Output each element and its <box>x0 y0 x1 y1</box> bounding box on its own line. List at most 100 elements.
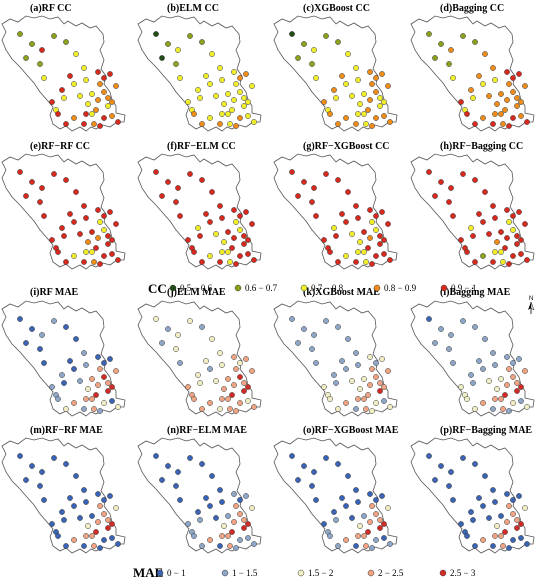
station-dot <box>93 107 99 113</box>
station-dot <box>309 199 315 205</box>
panel-title: (i)RF MAE <box>30 287 79 298</box>
station-dot <box>39 332 45 338</box>
station-dot <box>448 47 454 53</box>
station-dot <box>468 509 474 515</box>
panel-title: (e)RF−RF CC <box>30 141 90 152</box>
station-dot <box>498 396 504 402</box>
station-dot <box>217 350 223 356</box>
region-map <box>137 437 262 554</box>
station-dot <box>504 207 510 213</box>
station-dot <box>377 103 383 109</box>
station-dot <box>207 219 213 225</box>
station-dot <box>77 93 83 99</box>
station-dot <box>233 408 239 414</box>
legend-swatch <box>439 569 447 577</box>
station-dot <box>101 75 107 81</box>
station-dot <box>295 193 301 199</box>
north-arrow-label: N <box>529 296 533 302</box>
station-dot <box>522 83 528 89</box>
map-panel: (h)RF−Bagging CC <box>410 141 535 270</box>
station-dot <box>95 235 101 241</box>
station-dot <box>207 81 213 87</box>
panel-title: (p)RF−Bagging MAE <box>440 425 532 436</box>
station-dot <box>109 521 115 527</box>
map-panel: (c)XGBoost CC <box>273 3 398 132</box>
station-dot <box>243 493 249 499</box>
station-dot <box>492 396 498 402</box>
station-dot <box>321 237 327 243</box>
station-dot <box>219 249 225 255</box>
station-dot <box>502 529 508 535</box>
map-panel: (e)RF−RF CC <box>1 141 126 270</box>
station-dot <box>207 537 213 543</box>
station-dot <box>482 189 488 195</box>
mae-legend-title: MAE <box>133 565 163 580</box>
station-dot <box>95 207 101 213</box>
station-dot <box>207 503 213 509</box>
station-dot <box>227 121 233 127</box>
station-dot <box>95 97 101 103</box>
station-dot <box>115 119 121 125</box>
station-dot <box>472 39 478 45</box>
station-dot <box>365 392 371 398</box>
station-dot <box>49 237 55 243</box>
station-dot <box>494 386 500 392</box>
station-dot <box>225 533 231 539</box>
station-dot <box>518 535 524 541</box>
station-dot <box>510 75 516 81</box>
station-dot <box>207 115 213 121</box>
station-dot <box>472 121 478 127</box>
station-dot <box>109 398 115 404</box>
station-dot <box>207 366 213 372</box>
region-map <box>273 15 398 132</box>
station-dot <box>37 483 43 489</box>
station-dot <box>219 77 225 83</box>
station-dot <box>510 374 516 380</box>
station-dot <box>219 533 225 539</box>
station-dot <box>490 203 496 209</box>
station-dot <box>472 177 478 183</box>
station-dot <box>231 97 237 103</box>
station-dot <box>498 91 504 97</box>
station-dot <box>426 453 432 459</box>
station-dot <box>323 318 329 324</box>
station-dot <box>355 499 361 505</box>
station-dot <box>381 521 387 527</box>
station-dot <box>241 525 247 531</box>
station-dot <box>353 121 359 127</box>
station-dot <box>313 213 319 219</box>
station-dot <box>73 51 79 57</box>
station-dot <box>175 185 181 191</box>
station-dot <box>109 237 115 243</box>
legend-label: 0 − 1 <box>167 568 186 578</box>
station-dot <box>251 404 257 410</box>
station-dot <box>504 354 510 360</box>
station-dot <box>480 366 486 372</box>
station-dot <box>233 545 239 551</box>
station-dot <box>345 473 351 479</box>
station-dot <box>438 326 444 332</box>
station-dot <box>55 533 61 539</box>
station-dot <box>301 179 307 185</box>
station-dot <box>51 318 57 324</box>
station-dot <box>369 123 375 129</box>
station-dot <box>480 219 486 225</box>
station-dot <box>245 237 251 243</box>
station-dot <box>349 231 355 237</box>
station-dot <box>191 111 197 117</box>
station-dot <box>229 392 235 398</box>
station-dot <box>480 537 486 543</box>
station-dot <box>101 497 107 503</box>
station-dot <box>17 453 23 459</box>
station-dot <box>221 386 227 392</box>
station-dot <box>107 356 113 362</box>
station-dot <box>353 259 359 265</box>
station-dot <box>426 316 432 322</box>
station-dot <box>486 231 492 237</box>
station-dot <box>225 91 231 97</box>
station-dot <box>335 39 341 45</box>
station-dot <box>203 211 209 217</box>
station-dot <box>367 207 373 213</box>
station-dot <box>458 99 464 105</box>
station-dot <box>93 245 99 251</box>
